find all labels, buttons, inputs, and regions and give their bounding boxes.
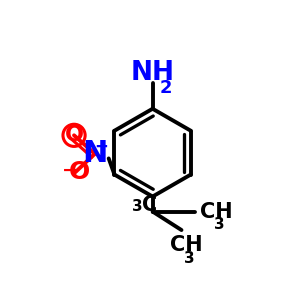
Text: 2: 2 [160, 80, 172, 98]
Text: O: O [69, 160, 90, 184]
Text: −: − [62, 161, 78, 180]
Text: 3: 3 [184, 251, 195, 266]
Text: +: + [94, 138, 108, 156]
Text: CH: CH [170, 235, 202, 255]
Text: O: O [64, 125, 84, 145]
Text: C: C [142, 195, 157, 215]
Text: 3: 3 [214, 217, 225, 232]
Text: NH: NH [130, 60, 175, 86]
Text: CH: CH [200, 202, 232, 222]
Text: 3: 3 [132, 199, 143, 214]
Text: N: N [82, 139, 107, 168]
